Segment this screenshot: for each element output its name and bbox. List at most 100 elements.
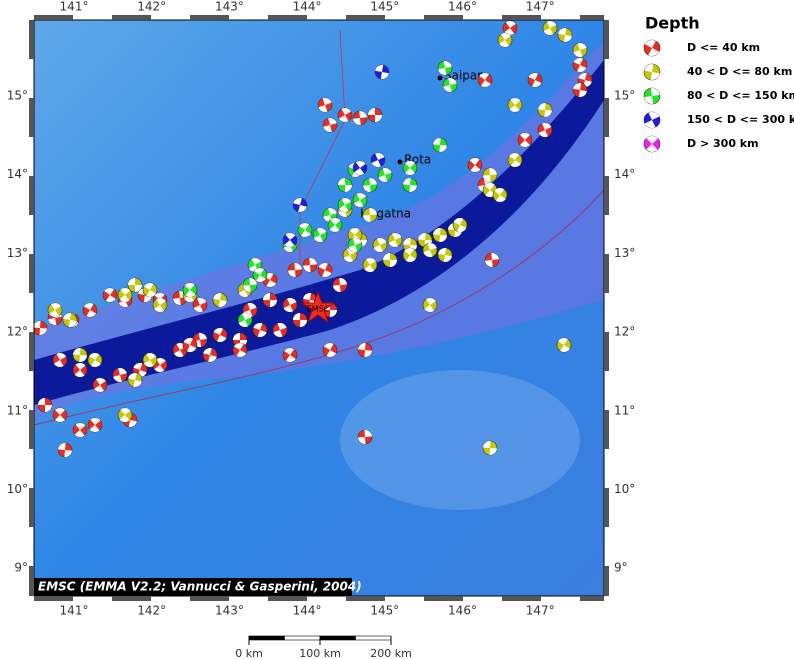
credit: EMSC (EMMA V2.2; Vannucci & Gasperini, 2… [38, 580, 362, 594]
legend-label: D > 300 km [687, 137, 759, 150]
beach-ball-quadrant [424, 297, 436, 313]
frame-segment [268, 596, 307, 601]
beach-ball-quadrant [34, 321, 47, 335]
beach-ball-quadrant [183, 338, 197, 352]
beach-ball-quadrant [293, 313, 307, 327]
lat-label: 11° [614, 403, 635, 417]
beach-ball-quadrant [184, 283, 196, 297]
beach-ball-quadrant [338, 198, 352, 212]
frame-segment [424, 15, 463, 20]
beach-ball-quadrant [213, 293, 227, 307]
beach-ball-quadrant [353, 193, 367, 207]
beach-ball-quadrant [543, 20, 557, 36]
beach-ball-quadrant [233, 333, 247, 347]
beach-ball-quadrant [284, 347, 296, 362]
beach-ball-quadrant [288, 263, 302, 277]
credit-box [34, 578, 352, 596]
lon-label: 147° [526, 0, 555, 14]
beach-ball-quadrant [578, 73, 592, 87]
beach-ball-quadrant [318, 98, 332, 112]
beach-ball-quadrant [573, 83, 587, 97]
beach-ball-quadrant [313, 228, 327, 242]
frame-border [33, 19, 605, 597]
beach-ball-quadrant [528, 72, 542, 88]
beach-ball-quadrant [573, 43, 587, 57]
lon-label: 146° [448, 604, 477, 618]
frame-segment [190, 15, 229, 20]
lon-label: 144° [293, 604, 322, 618]
scale-label: 100 km [299, 647, 341, 659]
beach-ball-quadrant [499, 32, 511, 48]
beach-ball-quadrant [358, 343, 372, 357]
beach-ball-quadrant [128, 373, 142, 387]
lon-label: 146° [448, 0, 477, 14]
frame-segment [604, 20, 609, 59]
beach-ball-quadrant [248, 258, 262, 272]
beach-ball-quadrant [243, 278, 257, 292]
beach-ball-quadrant [143, 283, 157, 297]
beach-ball-quadrant [644, 39, 660, 57]
frame-segment [604, 488, 609, 527]
epicenter-star [300, 290, 336, 324]
beach-ball-quadrant [403, 178, 417, 192]
frame-segment [346, 596, 385, 601]
frame-segment [29, 20, 34, 59]
beach-ball-quadrant [644, 88, 660, 104]
beach-ball-quadrant [433, 228, 447, 242]
beach-ball-quadrant [83, 303, 97, 317]
place-dot [397, 159, 403, 165]
beach-ball-quadrant [538, 123, 552, 138]
beach-ball-quadrant [448, 223, 462, 237]
legend-label: 40 < D <= 80 km [687, 65, 792, 78]
events [34, 20, 593, 458]
lat-label: 13° [7, 246, 28, 260]
beach-ball-quadrant [538, 103, 552, 118]
lat-label: 9° [614, 561, 628, 575]
lat-label: 9° [14, 561, 28, 575]
beach-ball-quadrant [303, 258, 317, 272]
beach-ball-quadrant [73, 348, 87, 362]
frame-segment [29, 332, 34, 371]
beach-ball-quadrant [233, 343, 247, 357]
legend-label: D <= 40 km [687, 41, 760, 54]
scale-segment [319, 635, 356, 641]
place-dot [437, 75, 443, 81]
lat-label: 12° [7, 325, 28, 339]
scale-segment [284, 635, 321, 641]
frame-segment [502, 596, 541, 601]
beach-ball-quadrant [423, 243, 437, 257]
lat-label: 14° [614, 167, 635, 181]
beach-ball-quadrant [404, 247, 416, 262]
beach-ball-quadrant [558, 27, 572, 43]
beach-ball-quadrant [483, 168, 497, 182]
trench [34, 60, 604, 405]
beach-ball-quadrant [433, 138, 447, 152]
beach-ball-quadrant [143, 353, 157, 367]
lon-label: 142° [137, 604, 166, 618]
scale-segment [248, 635, 285, 641]
beach-ball-quadrant [338, 178, 352, 192]
frame-segment [112, 15, 151, 20]
frame-segment [346, 15, 385, 20]
frame-segment [29, 98, 34, 137]
beach-ball-quadrant [485, 253, 499, 267]
lon-label: 142° [137, 0, 166, 14]
lat-label: 10° [7, 482, 28, 496]
lon-label: 145° [370, 604, 399, 618]
beach-ball-quadrant [403, 238, 417, 252]
frame-segment [604, 254, 609, 293]
beach-ball-quadrant [74, 423, 86, 438]
beach-ball-quadrant [438, 248, 452, 262]
seamounts [340, 370, 580, 510]
beach-ball-quadrant [484, 183, 496, 197]
scale-bar: 0 km 100 km 200 km [235, 635, 412, 659]
beach-ball-quadrant [358, 430, 372, 444]
beach-ball-quadrant [404, 161, 416, 176]
beach-ball-quadrant [504, 20, 516, 36]
beach-ball-quadrant [363, 178, 377, 192]
beach-ball-quadrant [383, 253, 397, 267]
beach-ball-quadrant [273, 323, 287, 337]
beach-ball-quadrant [318, 263, 332, 277]
frame-segment [604, 98, 609, 137]
beach-ball-quadrant [646, 136, 658, 152]
